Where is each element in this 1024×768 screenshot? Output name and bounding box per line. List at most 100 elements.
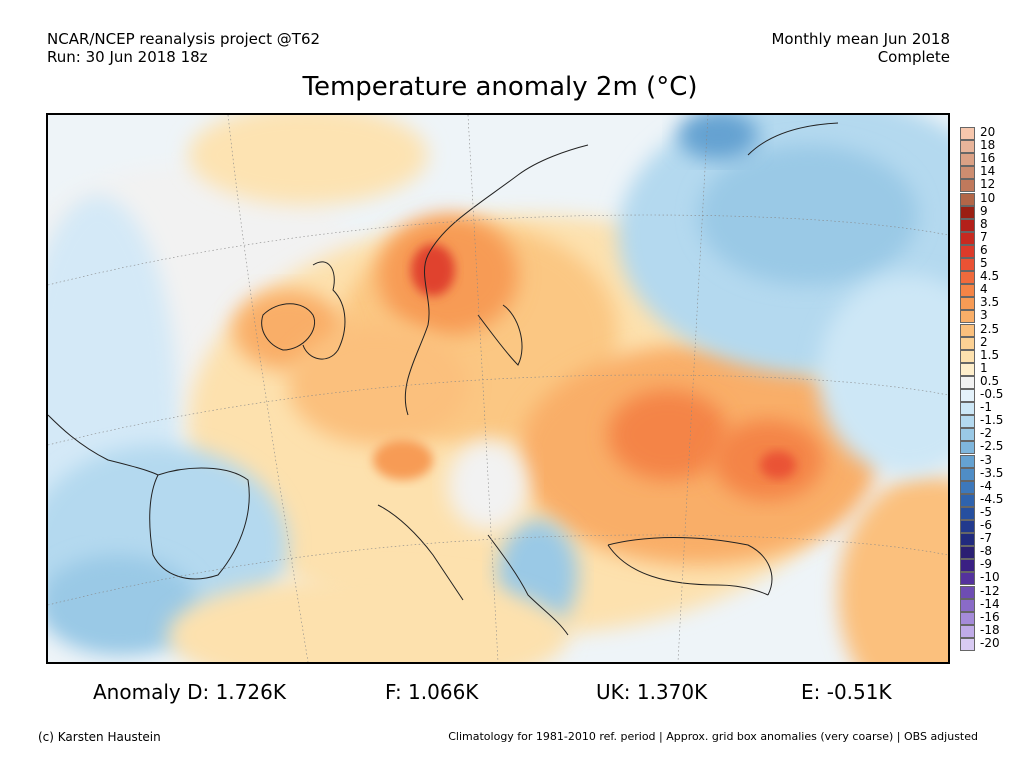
legend-entry: 6 — [960, 242, 1024, 258]
legend-label: 14 — [980, 164, 996, 179]
legend-entry: 12 — [960, 177, 1024, 193]
legend-entry: -9 — [960, 558, 1024, 573]
legend-label: -7 — [980, 531, 992, 546]
legend-swatch — [960, 585, 975, 599]
legend-entry: 14 — [960, 164, 1024, 180]
legend-swatch — [960, 559, 975, 573]
legend-label: -4 — [980, 478, 992, 493]
legend-entry: -16 — [960, 609, 1024, 625]
legend-entry: -18 — [960, 622, 1024, 638]
legend-swatch — [960, 153, 975, 167]
legend-entry: -4 — [960, 478, 1024, 494]
legend-entry: 16 — [960, 151, 1024, 167]
legend-label: -20 — [980, 635, 1000, 650]
legend-swatch — [960, 362, 975, 376]
anomaly-map — [46, 113, 950, 664]
legend-label: 3.5 — [980, 295, 1000, 310]
map-canvas — [48, 115, 948, 662]
legend-entry: 7 — [960, 229, 1024, 245]
legend-entry: -2 — [960, 426, 1024, 442]
legend-swatch — [960, 506, 975, 520]
legend-label: -5 — [980, 504, 992, 519]
legend-entry: -0.5 — [960, 387, 1024, 402]
run-label: Run: 30 Jun 2018 18z — [47, 48, 208, 66]
legend-label: 5 — [980, 256, 988, 270]
legend-swatch — [960, 454, 975, 468]
legend-swatch — [960, 389, 975, 402]
legend-swatch — [960, 480, 975, 494]
copyright: (c) Karsten Haustein — [38, 730, 161, 744]
legend-label: 18 — [980, 138, 996, 153]
legend-label: -10 — [980, 570, 1000, 585]
legend-swatch — [960, 336, 975, 350]
legend-entry: -7 — [960, 531, 1024, 547]
legend-label: 6 — [980, 242, 988, 257]
legend-entry: 3 — [960, 308, 1024, 324]
status-label: Complete — [877, 48, 950, 66]
legend-label: 12 — [980, 177, 996, 192]
legend-swatch — [960, 192, 975, 206]
anomaly-france: F: 1.066K — [385, 680, 479, 704]
legend-label: -2.5 — [980, 439, 1004, 454]
run-info: NCAR/NCEP reanalysis project @T62 Run: 3… — [47, 30, 320, 66]
legend-label: -0.5 — [980, 387, 1004, 401]
legend-label: 1.5 — [980, 347, 1000, 362]
legend-label: -1 — [980, 400, 992, 415]
climatology-note: Climatology for 1981-2010 ref. period | … — [448, 730, 978, 743]
color-legend: 20 18 16 14 12 10 9 8 7 6 5 4.5 4 3.5 3 2.5 2 1.5 1 0.5 -0.5… — [960, 125, 1024, 652]
legend-label: 7 — [980, 229, 988, 244]
legend-label: 9 — [980, 203, 988, 218]
legend-entry: -4.5 — [960, 492, 1024, 507]
legend-label: 10 — [980, 190, 996, 205]
graticule — [48, 115, 948, 662]
legend-swatch — [960, 415, 975, 429]
legend-entry: 4.5 — [960, 269, 1024, 285]
legend-swatch — [960, 284, 975, 298]
legend-entry: 3.5 — [960, 295, 1024, 311]
legend-label: 1 — [980, 360, 988, 375]
anomaly-uk: UK: 1.370K — [596, 680, 708, 704]
legend-entry: -2.5 — [960, 439, 1024, 455]
legend-swatch — [960, 218, 975, 232]
legend-swatch — [960, 179, 975, 193]
legend-label: 4 — [980, 282, 988, 297]
anomaly-spain: E: -0.51K — [801, 680, 892, 704]
legend-entry: 2.5 — [960, 322, 1024, 337]
legend-swatch — [960, 349, 975, 363]
legend-label: -3 — [980, 452, 992, 467]
anomaly-germany: Anomaly D: 1.726K — [93, 680, 286, 704]
legend-entry: 9 — [960, 203, 1024, 219]
legend-entry: 1 — [960, 360, 1024, 376]
legend-swatch — [960, 546, 975, 560]
legend-label: -18 — [980, 622, 1000, 637]
legend-label: -16 — [980, 609, 1000, 624]
anomaly-field — [48, 115, 948, 662]
legend-swatch — [960, 624, 975, 638]
legend-swatch — [960, 205, 975, 219]
legend-swatch — [960, 127, 975, 140]
source-label: NCAR/NCEP reanalysis project @T62 — [47, 30, 321, 48]
legend-swatch — [960, 637, 975, 651]
legend-swatch — [960, 244, 975, 258]
legend-entry: -14 — [960, 597, 1024, 612]
coastlines — [48, 122, 839, 636]
legend-label: 4.5 — [980, 269, 1000, 284]
legend-entry: 8 — [960, 217, 1024, 232]
legend-label: -2 — [980, 426, 992, 441]
legend-entry: -5 — [960, 504, 1024, 520]
legend-swatch — [960, 598, 975, 612]
legend-entry: -20 — [960, 635, 1024, 651]
legend-label: 20 — [980, 125, 996, 139]
legend-label: 0.5 — [980, 373, 1000, 388]
legend-label: -6 — [980, 518, 992, 532]
legend-swatch — [960, 402, 975, 416]
legend-entry: 10 — [960, 190, 1024, 206]
legend-swatch — [960, 231, 975, 245]
legend-label: -8 — [980, 544, 992, 559]
legend-entry: 18 — [960, 138, 1024, 154]
legend-label: 16 — [980, 151, 996, 166]
legend-label: -3.5 — [980, 465, 1004, 480]
legend-entry: -3 — [960, 452, 1024, 468]
legend-entry: 4 — [960, 282, 1024, 298]
legend-label: 3 — [980, 308, 988, 323]
